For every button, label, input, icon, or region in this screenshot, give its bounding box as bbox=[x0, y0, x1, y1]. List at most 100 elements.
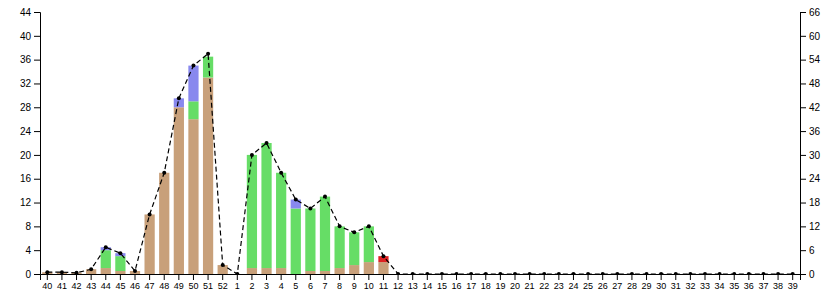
tick: 24 bbox=[800, 173, 821, 184]
tick-label: 32 bbox=[685, 281, 695, 291]
tick-label: 9 bbox=[352, 281, 357, 291]
tick-label: 7 bbox=[322, 281, 327, 291]
tick: 66 bbox=[800, 7, 821, 18]
marker bbox=[615, 272, 619, 274]
bar-segment bbox=[188, 119, 198, 274]
marker bbox=[425, 272, 429, 274]
tick-mark bbox=[34, 203, 40, 204]
tick: 12 bbox=[800, 221, 821, 232]
tick-mark bbox=[222, 274, 223, 280]
tick: 22 bbox=[539, 274, 549, 291]
tick: 12 bbox=[393, 274, 403, 291]
tick-label: 48 bbox=[809, 78, 821, 89]
tick-label: 3 bbox=[264, 281, 269, 291]
tick-mark bbox=[193, 274, 194, 280]
tick-label: 20 bbox=[510, 281, 520, 291]
tick: 30 bbox=[656, 274, 666, 291]
marker bbox=[338, 224, 342, 228]
chart: 4041424344454647484950515212345678910111… bbox=[0, 0, 840, 300]
tick: 31 bbox=[671, 274, 681, 291]
tick: 6 bbox=[308, 274, 313, 291]
tick: 17 bbox=[466, 274, 476, 291]
tick: 35 bbox=[729, 274, 739, 291]
marker bbox=[75, 271, 79, 274]
bar-segment bbox=[320, 197, 330, 271]
marker bbox=[674, 272, 678, 274]
tick: 25 bbox=[583, 274, 593, 291]
tick: 52 bbox=[218, 274, 228, 291]
marker bbox=[352, 230, 356, 234]
tick-mark bbox=[34, 179, 40, 180]
tick-mark bbox=[281, 274, 282, 280]
tick-mark bbox=[325, 274, 326, 280]
tick-label: 46 bbox=[130, 281, 140, 291]
marker bbox=[118, 251, 122, 255]
tick-label: 31 bbox=[671, 281, 681, 291]
tick: 51 bbox=[203, 274, 213, 291]
tick-label: 43 bbox=[86, 281, 96, 291]
tick-label: 28 bbox=[627, 281, 637, 291]
marker bbox=[191, 64, 195, 68]
marker bbox=[586, 272, 590, 274]
tick-label: 36 bbox=[744, 281, 754, 291]
tick-label: 32 bbox=[20, 78, 32, 89]
marker bbox=[571, 272, 575, 274]
tick-label: 44 bbox=[20, 7, 32, 18]
tick-mark bbox=[800, 12, 806, 13]
bar-segment bbox=[349, 232, 359, 265]
tick-label: 18 bbox=[809, 197, 821, 208]
tick-label: 14 bbox=[422, 281, 432, 291]
tick-mark bbox=[661, 274, 662, 280]
bar-segment bbox=[320, 271, 330, 274]
tick: 27 bbox=[612, 274, 622, 291]
tick-label: 10 bbox=[364, 281, 374, 291]
tick: 47 bbox=[145, 274, 155, 291]
tick-mark bbox=[178, 274, 179, 280]
tick-label: 28 bbox=[20, 102, 32, 113]
tick: 4 bbox=[279, 274, 284, 291]
tick-mark bbox=[368, 274, 369, 280]
bar-segment bbox=[247, 155, 257, 268]
tick-mark bbox=[47, 274, 48, 280]
tick: 45 bbox=[115, 274, 125, 291]
bar-segment bbox=[261, 143, 271, 268]
marker bbox=[718, 272, 722, 274]
bar-segment bbox=[145, 214, 155, 274]
tick-mark bbox=[573, 274, 574, 280]
tick-label: 22 bbox=[539, 281, 549, 291]
bar-segment bbox=[335, 226, 345, 268]
tick-label: 33 bbox=[700, 281, 710, 291]
bar-series bbox=[101, 57, 374, 274]
tick: 48 bbox=[159, 274, 169, 291]
plot-area bbox=[42, 52, 795, 274]
marker bbox=[162, 171, 166, 175]
tick: 49 bbox=[174, 274, 184, 291]
tick: 32 bbox=[685, 274, 695, 291]
tick-mark bbox=[398, 274, 399, 280]
bar-segment bbox=[378, 262, 388, 274]
marker bbox=[761, 272, 765, 274]
tick: 28 bbox=[20, 102, 40, 113]
tick: 24 bbox=[20, 126, 40, 137]
tick: 29 bbox=[642, 274, 652, 291]
marker bbox=[703, 272, 707, 274]
marker bbox=[396, 272, 400, 274]
tick-mark bbox=[800, 131, 806, 132]
bar-series bbox=[101, 66, 301, 257]
tick: 36 bbox=[800, 126, 821, 137]
tick: 18 bbox=[481, 274, 491, 291]
tick: 40 bbox=[42, 274, 52, 291]
tick-label: 6 bbox=[308, 281, 313, 291]
tick: 32 bbox=[20, 78, 40, 89]
tick-mark bbox=[800, 155, 806, 156]
tick-mark bbox=[91, 274, 92, 280]
tick-mark bbox=[778, 274, 779, 280]
tick-label: 42 bbox=[809, 102, 821, 113]
tick-mark bbox=[544, 274, 545, 280]
tick-mark bbox=[295, 274, 296, 280]
tick-mark bbox=[763, 274, 764, 280]
tick-mark bbox=[76, 274, 77, 280]
tick-label: 15 bbox=[437, 281, 447, 291]
tick-label: 49 bbox=[174, 281, 184, 291]
tick-label: 29 bbox=[642, 281, 652, 291]
